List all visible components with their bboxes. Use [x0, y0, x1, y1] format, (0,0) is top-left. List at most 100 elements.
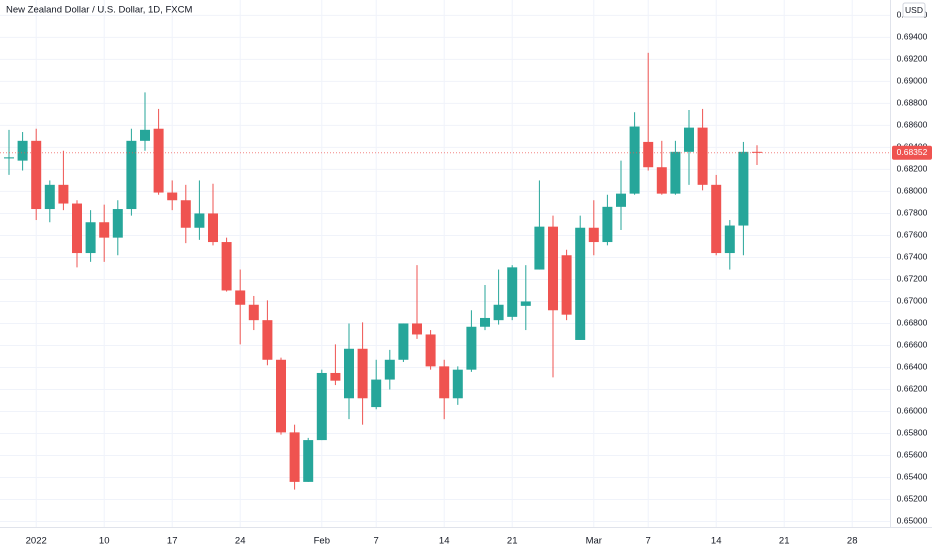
candles [0, 52, 890, 490]
candle-body [344, 348, 354, 399]
candle-body [44, 184, 55, 210]
x-tick-label: 21 [507, 536, 518, 547]
candle-body [85, 222, 96, 254]
y-tick-label: 0.69400 [897, 32, 928, 42]
y-tick-label: 0.65200 [897, 494, 928, 504]
x-tick-label: 10 [99, 536, 110, 547]
x-tick-label: Mar [586, 536, 602, 547]
y-tick-label: 0.67800 [897, 208, 928, 218]
candle-body [439, 366, 450, 399]
candle-body [629, 126, 640, 194]
candle-body [656, 167, 667, 194]
candle-body [235, 290, 246, 305]
candle-body [684, 127, 694, 152]
candle-body [153, 128, 164, 193]
candle-body [616, 193, 626, 207]
y-tick-label: 0.68000 [897, 186, 928, 196]
candle-body [167, 192, 178, 201]
y-tick-label: 0.67000 [897, 296, 928, 306]
candle-body [289, 432, 300, 482]
currency-label[interactable]: USD [905, 5, 923, 15]
y-tick-label: 0.68200 [897, 164, 928, 174]
candle-body [588, 227, 599, 243]
candle-body [520, 301, 531, 306]
currency-box[interactable] [902, 2, 926, 18]
candle-body [452, 369, 463, 399]
x-tick-label: 7 [646, 536, 651, 547]
candle-body [180, 200, 191, 228]
last-price-box [892, 145, 932, 160]
candle-body [466, 326, 477, 370]
y-tick-label: 0.65600 [897, 450, 928, 460]
y-tick-label: 0.65800 [897, 428, 928, 438]
candle-body [670, 151, 681, 194]
y-tick-label: 0.69200 [897, 54, 928, 64]
x-tick-label: 17 [167, 536, 178, 547]
y-tick-label: 0.69000 [897, 76, 928, 86]
candle-body [4, 157, 14, 159]
candle-body [262, 320, 273, 360]
y-tick-label: 0.67400 [897, 252, 928, 262]
axes: 0.65000 0.65200 0.65400 0.65600 0.65800 0.660… [26, 10, 932, 547]
y-tick-label: 0.66200 [897, 384, 928, 394]
candle-body [248, 304, 259, 321]
y-tick-label: 0.65000 [897, 516, 928, 526]
candle-body [58, 184, 69, 204]
y-tick-label: 0.66400 [897, 362, 928, 372]
grid [0, 0, 890, 527]
candle-body [534, 226, 545, 270]
candle-body [72, 203, 82, 254]
candle-body [371, 379, 382, 408]
candle-body [575, 227, 586, 340]
x-tick-label: 21 [779, 536, 790, 547]
y-tick-label: 0.68600 [897, 120, 928, 130]
y-tick-label: 0.66800 [897, 318, 928, 328]
candle-body [724, 225, 735, 254]
candle-body [126, 140, 137, 210]
candle-body [398, 323, 409, 360]
candle-body [140, 129, 150, 141]
candle-body [384, 359, 395, 380]
candle-body [194, 213, 205, 228]
candle-body [31, 140, 42, 210]
candle-body [221, 242, 232, 291]
y-tick-label: 0.67200 [897, 274, 928, 284]
candle-body [316, 372, 327, 441]
candle-body [738, 151, 749, 226]
candle-body [425, 334, 436, 367]
x-tick-label: 2022 [26, 536, 47, 547]
x-tick-label: Feb [314, 536, 330, 547]
x-tick-label: 14 [711, 536, 722, 547]
candle-body [480, 317, 490, 327]
candle-body [330, 372, 341, 381]
chart-title: New Zealand Dollar / U.S. Dollar, 1D, FX… [6, 5, 192, 16]
last-price-label: 0.68352 [897, 147, 928, 157]
candle-body [303, 440, 314, 482]
candle-body [99, 222, 110, 238]
candle-body [643, 141, 654, 168]
candle-body [112, 209, 123, 238]
x-tick-label: 14 [439, 536, 450, 547]
candle-body [507, 267, 518, 317]
candle-body [697, 127, 708, 185]
candle-body [711, 184, 722, 254]
candle-body [412, 323, 422, 335]
candle-body [602, 206, 613, 243]
y-tick-label: 0.67600 [897, 230, 928, 240]
candle-body [357, 348, 368, 399]
candle-body [561, 255, 572, 315]
candle-body [276, 359, 286, 433]
candle-body [208, 213, 218, 243]
y-tick-label: 0.66600 [897, 340, 928, 350]
y-tick-label: 0.65400 [897, 472, 928, 482]
y-tick-label: 0.66000 [897, 406, 928, 416]
candle-body [493, 304, 504, 321]
candle-body [548, 226, 558, 311]
x-tick-label: 28 [847, 536, 858, 547]
y-tick-label: 0.68800 [897, 98, 928, 108]
candle-body [17, 140, 28, 161]
x-tick-label: 7 [374, 536, 379, 547]
x-tick-label: 24 [235, 536, 246, 547]
